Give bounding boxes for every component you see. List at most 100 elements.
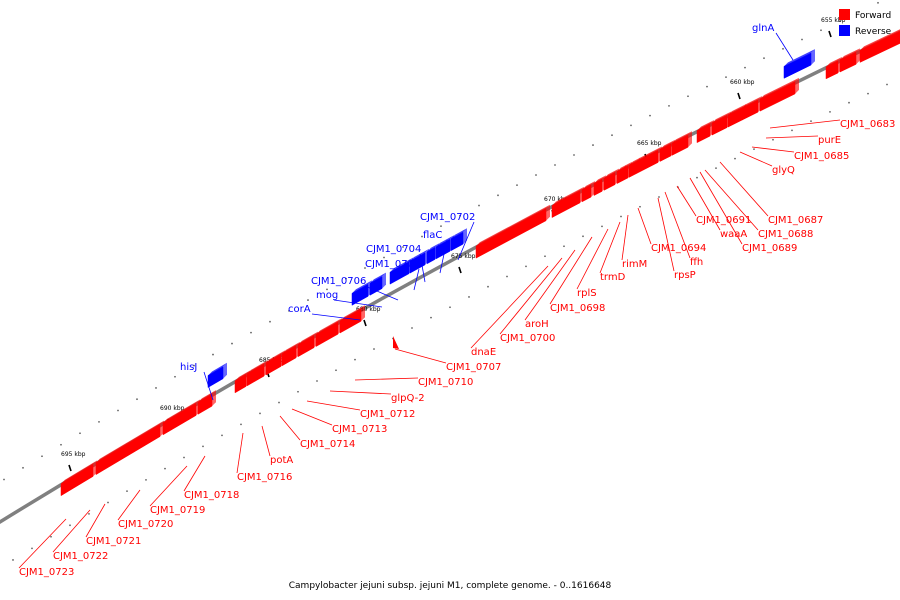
guide-dot: [554, 164, 556, 166]
gene-label-cjm1-0718: CJM1_0718: [184, 490, 239, 501]
gene-label-aroh: aroH: [525, 319, 549, 330]
gene-label-hisj: hisJ: [180, 362, 197, 373]
label-leader: [329, 390, 392, 395]
guide-dot: [79, 432, 81, 435]
guide-dot: [886, 83, 888, 86]
gene-label-pota: potA: [270, 455, 293, 466]
reverse-gene: [207, 362, 227, 388]
label-leader: [549, 236, 593, 305]
kbp-ticks: 655 kbp 660 kbp 665 kbp 670 kbp 675 kbp 680 k…: [61, 17, 846, 472]
gene-label-glna: glnA: [752, 23, 774, 34]
label-leader: [18, 518, 67, 569]
gene-label-cora: corA: [288, 304, 311, 315]
gene-label-trmd: trmD: [600, 272, 626, 283]
guide-dot: [240, 423, 242, 426]
guide-dot: [440, 225, 442, 228]
guide-dot: [3, 478, 5, 481]
gene-label-cjm1-0698: CJM1_0698: [550, 303, 605, 314]
reverse-gene: [389, 257, 413, 285]
guide-dot: [41, 455, 43, 458]
guide-dot: [88, 512, 90, 515]
label-leader: [117, 489, 141, 521]
forward-gene: [197, 390, 216, 415]
kbp-tick: [68, 464, 72, 472]
label-leader: [413, 268, 420, 291]
guide-dot: [639, 205, 641, 208]
gene-label-cjm1-0704: CJM1_0704: [366, 244, 421, 255]
legend: Forward Reverse: [839, 9, 892, 37]
guide-dot: [459, 214, 461, 217]
forward-gene: [581, 181, 595, 203]
guide-dot: [421, 235, 423, 238]
label-leader: [203, 371, 214, 401]
gene-label-pure: purE: [818, 135, 841, 146]
gene-label-cjm1-0723: CJM1_0723: [19, 567, 74, 578]
guide-dot: [202, 445, 204, 448]
forward-gene: [593, 175, 606, 196]
forward-gene: [659, 139, 675, 162]
label-leader: [719, 161, 769, 217]
guide-dot: [544, 255, 546, 258]
gene-label-cjm1-0702: CJM1_0702: [420, 212, 475, 223]
guide-dot: [706, 85, 708, 88]
guide-dot: [316, 380, 318, 382]
guide-dot: [430, 316, 432, 319]
guide-dot: [12, 559, 14, 561]
guide-dot: [136, 398, 138, 401]
guide-dot: [497, 194, 499, 197]
forward-gene: [825, 57, 842, 80]
guide-dot: [212, 353, 214, 356]
forward-gene: [603, 168, 619, 191]
guide-dot: [335, 369, 337, 372]
guide-dot: [563, 245, 565, 248]
guide-dot: [810, 120, 812, 123]
forward-gene: [671, 131, 692, 156]
kbp-tick-label: 655 kbp: [821, 17, 846, 24]
gene-label-cjm1-0689: CJM1_0689: [742, 243, 797, 254]
guide-dot: [307, 299, 309, 301]
legend-forward-swatch: [839, 9, 850, 20]
guide-dot: [22, 466, 24, 469]
guide-dot: [744, 66, 746, 69]
label-leader: [769, 119, 841, 129]
guide-dot: [772, 138, 774, 141]
guide-dot: [50, 535, 52, 538]
label-leader: [291, 408, 333, 426]
kbp-tick-label: 690 kbp: [160, 405, 185, 412]
gene-label-cjm1-0694: CJM1_0694: [651, 243, 706, 254]
guide-dot: [848, 101, 850, 104]
gene-label-cjm1-0712: CJM1_0712: [360, 409, 415, 420]
forward-gene: [297, 331, 318, 358]
guide-dot: [354, 358, 356, 361]
gene-label-flac: flaC: [423, 230, 442, 241]
forward-gene: [557, 186, 584, 215]
guide-dot: [297, 390, 299, 393]
guide-dot: [791, 129, 793, 132]
guide-dot: [383, 256, 385, 259]
guide-dot: [687, 95, 689, 98]
gene-label-cjm1-0700: CJM1_0700: [500, 333, 555, 344]
label-leader: [576, 228, 609, 290]
guide-dot: [829, 110, 831, 113]
reverse-gene: [369, 272, 386, 296]
label-leader: [306, 400, 361, 411]
gene-label-cjm1-0707: CJM1_0707: [446, 362, 501, 373]
kbp-tick-label: 660 kbp: [730, 79, 755, 86]
guide-dot: [221, 434, 223, 437]
guide-dot: [668, 104, 670, 107]
guide-dot: [107, 501, 109, 504]
gene-label-cjm1-0722: CJM1_0722: [53, 551, 108, 562]
forward-gene: [635, 146, 662, 175]
kbp-tick-label: 665 kbp: [637, 140, 662, 147]
label-leader: [261, 425, 271, 457]
guide-dot: [117, 409, 119, 412]
guide-dot: [411, 327, 413, 329]
kbp-tick-label: 695 kbp: [61, 451, 86, 458]
guide-dot: [155, 387, 157, 389]
kbp-tick: [363, 319, 367, 327]
label-leader: [775, 32, 794, 61]
guide-dot: [345, 277, 347, 280]
label-leader: [751, 146, 795, 153]
gene-label-cjm1-0716: CJM1_0716: [237, 472, 292, 483]
guide-dot: [753, 148, 755, 151]
